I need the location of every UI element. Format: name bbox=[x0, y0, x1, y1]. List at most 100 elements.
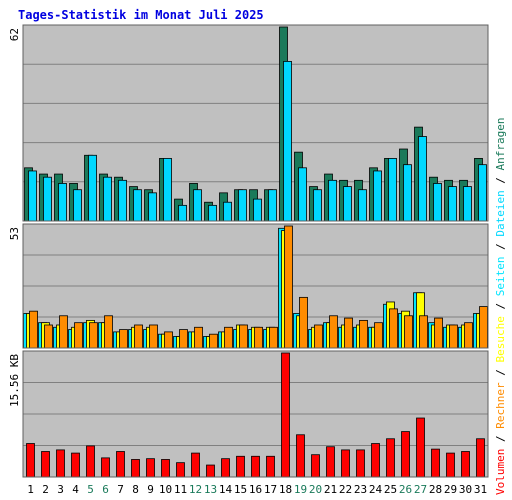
bar-dateien-day-17 bbox=[268, 189, 277, 222]
bar-volumen-day-23 bbox=[356, 449, 365, 478]
panel-top: 62 bbox=[8, 24, 489, 222]
bar-rechner-day-29 bbox=[449, 324, 458, 349]
bar-rechner-day-13 bbox=[209, 333, 218, 349]
panel-frame bbox=[22, 223, 489, 349]
panel-frame bbox=[22, 24, 489, 222]
x-tick-label: 6 bbox=[102, 483, 109, 496]
bar-rechner-day-31 bbox=[479, 306, 488, 349]
bar-rechner-day-23 bbox=[359, 319, 368, 349]
bar-dateien-day-18 bbox=[283, 61, 292, 222]
bar-volumen-day-4 bbox=[71, 452, 80, 478]
x-tick-label: 23 bbox=[354, 483, 367, 496]
legend-entry-anfragen: Anfragen bbox=[494, 117, 507, 170]
x-tick-label: 29 bbox=[444, 483, 457, 496]
bar-volumen-day-7 bbox=[116, 451, 125, 478]
bar-rechner-day-30 bbox=[464, 322, 473, 349]
bar-volumen-day-17 bbox=[266, 455, 275, 478]
bar-rechner-day-4 bbox=[74, 322, 83, 349]
legend-entry-seiten: Seiten bbox=[494, 257, 507, 297]
bar-volumen-day-9 bbox=[146, 458, 155, 478]
bar-volumen-day-21 bbox=[326, 446, 335, 478]
x-axis-ticks: 1 2 3 4 5 6 7 8 9 10 11 12 13 14 15 16 17 18 19 20 21 22 23 24 2… bbox=[27, 483, 487, 496]
x-tick-label: 4 bbox=[72, 483, 79, 496]
bar-volumen-day-18 bbox=[281, 352, 290, 478]
bar-volumen-day-3 bbox=[56, 449, 65, 478]
x-tick-label: 2 bbox=[42, 483, 49, 496]
bar-dateien-day-21 bbox=[328, 179, 337, 222]
bar-dateien-day-15 bbox=[238, 189, 247, 222]
bar-dateien-day-25 bbox=[388, 158, 397, 222]
bar-dateien-day-4 bbox=[73, 189, 82, 222]
bar-volumen-day-10 bbox=[161, 459, 170, 478]
legend-entry-dateien: Dateien bbox=[494, 190, 507, 236]
x-tick-label: 26 bbox=[399, 483, 412, 496]
bar-rechner-day-8 bbox=[134, 324, 143, 349]
bar-rechner-day-1 bbox=[29, 310, 38, 349]
x-tick-label: 21 bbox=[324, 483, 337, 496]
panel-frame bbox=[22, 350, 489, 478]
bar-volumen-day-26 bbox=[401, 431, 410, 478]
x-tick-label: 14 bbox=[219, 483, 233, 496]
chart-title: Tages-Statistik im Monat Juli 2025 bbox=[18, 8, 264, 22]
side-legend-text: Volumen / Rechner / Besuche / Seiten / D… bbox=[494, 117, 507, 495]
x-tick-label: 5 bbox=[87, 483, 94, 496]
bar-dateien-day-19 bbox=[298, 167, 307, 222]
bar-dateien-day-7 bbox=[118, 179, 127, 222]
bar-volumen-day-27 bbox=[416, 417, 425, 478]
bar-dateien-day-5 bbox=[88, 154, 97, 222]
bar-volumen-day-14 bbox=[221, 458, 230, 478]
panel-bottom: 15.56 KB bbox=[8, 350, 489, 478]
bar-dateien-day-28 bbox=[433, 183, 442, 222]
bar-rechner-day-25 bbox=[389, 308, 398, 349]
x-tick-label: 31 bbox=[474, 483, 487, 496]
legend-separator: / bbox=[494, 429, 507, 449]
legend-separator: / bbox=[494, 363, 507, 383]
x-tick-label: 16 bbox=[249, 483, 262, 496]
x-tick-label: 17 bbox=[264, 483, 277, 496]
bar-dateien-day-9 bbox=[148, 192, 157, 222]
bar-rechner-day-15 bbox=[239, 324, 248, 349]
x-tick-label: 8 bbox=[132, 483, 139, 496]
x-tick-label: 22 bbox=[339, 483, 352, 496]
bar-dateien-day-30 bbox=[463, 186, 472, 222]
bar-rechner-day-19 bbox=[299, 296, 308, 349]
x-tick-label: 1 bbox=[27, 483, 34, 496]
x-tick-label: 10 bbox=[159, 483, 172, 496]
legend-entry-besuche: Besuche bbox=[494, 316, 507, 362]
bar-volumen-day-11 bbox=[176, 462, 185, 478]
bar-dateien-day-24 bbox=[373, 170, 382, 222]
bar-volumen-day-16 bbox=[251, 455, 260, 478]
bar-rechner-day-18 bbox=[284, 225, 293, 349]
bar-rechner-day-12 bbox=[194, 326, 203, 349]
x-tick-label: 24 bbox=[369, 483, 383, 496]
bar-dateien-day-16 bbox=[253, 198, 262, 222]
bar-dateien-day-31 bbox=[478, 164, 487, 222]
bar-volumen-day-25 bbox=[386, 438, 395, 478]
bar-rechner-day-21 bbox=[329, 315, 338, 349]
bar-rechner-day-5 bbox=[89, 322, 98, 349]
panel-max-label: 15.56 KB bbox=[8, 354, 21, 407]
bar-rechner-day-27 bbox=[419, 315, 428, 349]
bar-dateien-day-27 bbox=[418, 136, 427, 222]
bar-dateien-day-12 bbox=[193, 189, 202, 222]
bar-rechner-day-9 bbox=[149, 324, 158, 349]
bar-dateien-day-1 bbox=[28, 170, 37, 222]
chart-panels: 62 53 15.56 KB bbox=[8, 24, 489, 478]
bar-rechner-day-20 bbox=[314, 324, 323, 349]
bar-dateien-day-11 bbox=[178, 204, 187, 222]
bar-dateien-day-22 bbox=[343, 186, 352, 222]
legend-entry-volumen: Volumen bbox=[494, 449, 507, 495]
bar-volumen-day-6 bbox=[101, 457, 110, 478]
bar-volumen-day-28 bbox=[431, 448, 440, 478]
bar-dateien-day-10 bbox=[163, 158, 172, 222]
bar-volumen-day-29 bbox=[446, 452, 455, 478]
bar-dateien-day-26 bbox=[403, 164, 412, 222]
legend-entry-rechner: Rechner bbox=[494, 382, 507, 429]
bar-rechner-day-10 bbox=[164, 331, 173, 349]
bar-rechner-day-16 bbox=[254, 326, 263, 349]
x-tick-label: 15 bbox=[234, 483, 247, 496]
x-tick-label: 12 bbox=[189, 483, 202, 496]
bar-volumen-day-24 bbox=[371, 443, 380, 478]
x-tick-label: 13 bbox=[204, 483, 217, 496]
